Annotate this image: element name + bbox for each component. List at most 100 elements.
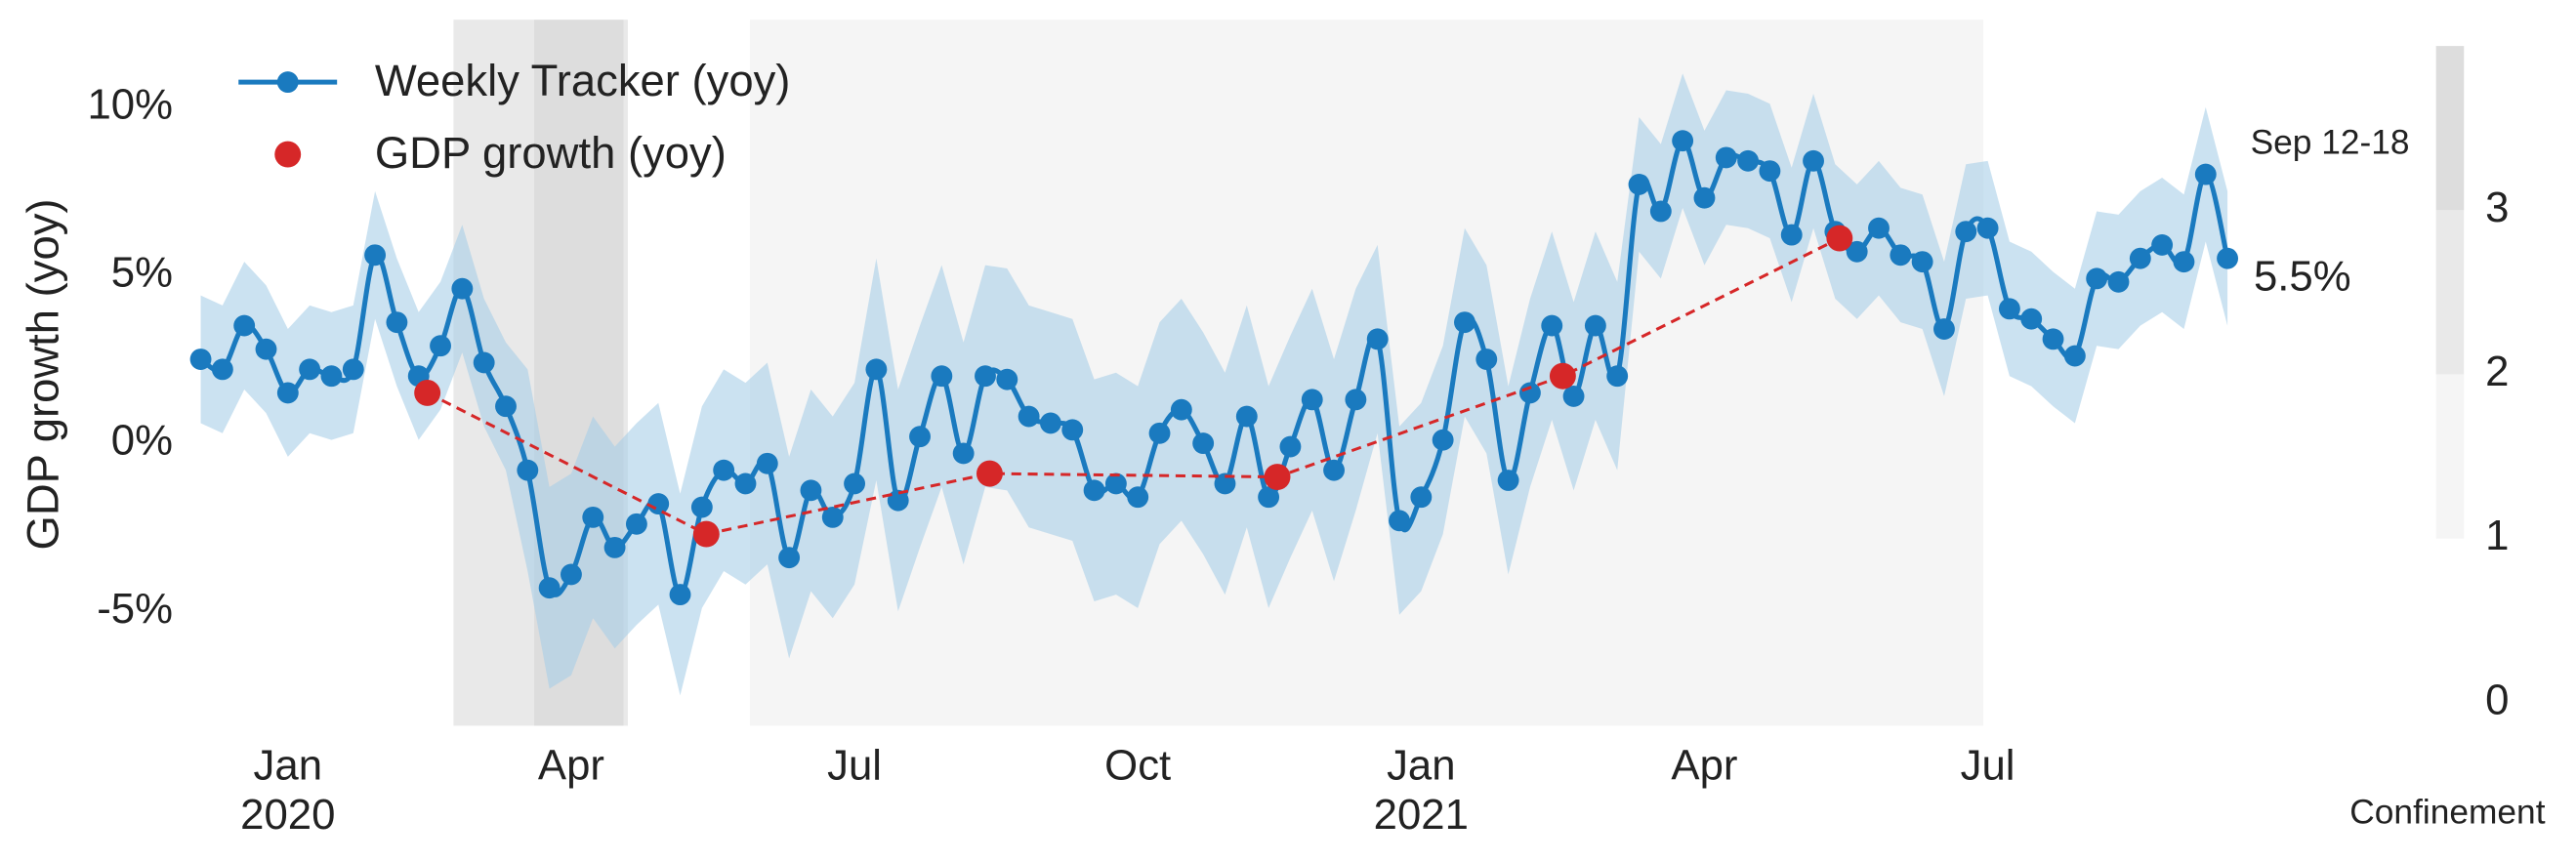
colorbar-tick-label: 3: [2485, 184, 2509, 231]
tracker-point: [276, 382, 299, 404]
tracker-point: [1759, 160, 1781, 183]
tracker-point: [1410, 486, 1433, 509]
x-tick-label: Jan: [1387, 742, 1456, 790]
tracker-point: [320, 365, 343, 388]
tracker-point: [2086, 267, 2108, 290]
tracker-point: [952, 442, 975, 465]
tracker-point: [430, 335, 451, 357]
y-axis-label: GDP growth (yoy): [18, 198, 67, 550]
x-tick-label: Jan: [254, 742, 323, 790]
tracker-point: [1780, 224, 1803, 246]
tracker-point: [625, 513, 647, 535]
tracker-point: [1104, 472, 1127, 495]
tracker-point: [887, 489, 909, 512]
tracker-point: [473, 351, 495, 374]
tracker-point: [1803, 149, 1824, 172]
tracker-point: [2194, 163, 2217, 185]
x-year-label: 2021: [1374, 791, 1469, 839]
tracker-point: [1475, 349, 1498, 370]
tracker-point: [1955, 221, 1977, 243]
gdp-line: [426, 236, 1841, 536]
tracker-point: [1235, 405, 1258, 428]
tracker-point: [603, 536, 626, 558]
tracker-point: [1345, 389, 1367, 411]
tracker-point: [1693, 186, 1716, 209]
tracker-point: [495, 395, 517, 418]
tracker-point: [1061, 419, 1084, 441]
tracker-point: [211, 358, 233, 381]
tracker-point: [1518, 382, 1541, 404]
tracker-point: [931, 365, 953, 388]
tracker-point: [1868, 217, 1890, 239]
tracker-point: [1389, 510, 1410, 532]
tracker-point: [1998, 298, 2020, 320]
tracker-point: [1279, 435, 1302, 458]
tracker-point: [800, 479, 822, 502]
gdp-point: [414, 380, 441, 406]
annotation-last: 5.5%: [2254, 252, 2351, 300]
tracker-point: [2020, 308, 2043, 330]
plot-area: [189, 20, 2239, 726]
tracker-point: [865, 358, 888, 381]
tracker-point: [844, 472, 866, 495]
tracker-point: [1846, 240, 1868, 263]
tracker-point: [1541, 314, 1563, 337]
tracker-point: [821, 506, 844, 528]
annotation-date: Sep 12-18: [2251, 123, 2410, 161]
colorbar-segment: [2435, 210, 2465, 375]
tracker-point: [1301, 389, 1323, 411]
tracker-point: [1192, 432, 1215, 455]
tracker-point: [538, 577, 561, 599]
tracker-point: [1323, 459, 1345, 481]
tracker-point: [1606, 365, 1629, 388]
gdp-point: [1826, 225, 1853, 252]
colorbar-tick-label: 1: [2485, 512, 2509, 559]
tracker-point: [2129, 247, 2151, 269]
tracker-point: [713, 459, 735, 481]
tracker-point: [1432, 429, 1454, 451]
colorbar-tick-label: 0: [2485, 676, 2509, 723]
tracker-point: [1649, 200, 1672, 223]
tracker-point: [996, 368, 1018, 390]
tracker-point: [364, 244, 387, 267]
tracker-point: [1672, 130, 1694, 152]
tracker-point: [1497, 470, 1519, 491]
tracker-point: [1127, 486, 1149, 509]
tracker-point: [189, 349, 212, 370]
gdp-point: [976, 460, 1003, 487]
colorbar-label: Confinement: [2349, 794, 2545, 832]
tracker-point: [1715, 146, 1737, 169]
tracker-point: [1366, 328, 1389, 350]
tracker-point: [386, 311, 408, 334]
legend-marker: [276, 71, 299, 94]
tracker-point: [756, 452, 778, 474]
tracker-point: [1454, 311, 1475, 334]
colorbar-tick-label: 2: [2485, 348, 2509, 395]
gdp-point: [1264, 464, 1291, 491]
tracker-point: [1148, 422, 1171, 444]
x-year-label: 2020: [240, 791, 335, 839]
gdp-point: [692, 520, 720, 548]
tracker-point: [1258, 486, 1280, 509]
tracker-point: [2173, 251, 2195, 273]
tracker-point: [1214, 472, 1236, 495]
legend: Weekly Tracker (yoy) GDP growth (yoy): [238, 56, 790, 178]
tracker-point: [669, 584, 691, 606]
colorbar-segment: [2435, 46, 2465, 211]
gdp-point: [1549, 362, 1576, 390]
tracker-point: [1562, 385, 1585, 407]
x-tick-label: Jul: [827, 742, 882, 790]
legend-label: GDP growth (yoy): [375, 128, 727, 178]
tracker-point: [909, 426, 931, 448]
tracker-point: [647, 493, 670, 515]
y-tick-label: 5%: [111, 248, 173, 296]
tracker-point: [299, 358, 321, 381]
confinement-region: [623, 20, 628, 726]
y-tick-label: 0%: [111, 417, 173, 465]
tracker-point: [517, 459, 539, 481]
tracker-point: [2217, 247, 2239, 269]
tracker-point: [690, 496, 713, 518]
tracker-point: [1737, 149, 1760, 172]
tracker-point: [1976, 217, 1999, 239]
